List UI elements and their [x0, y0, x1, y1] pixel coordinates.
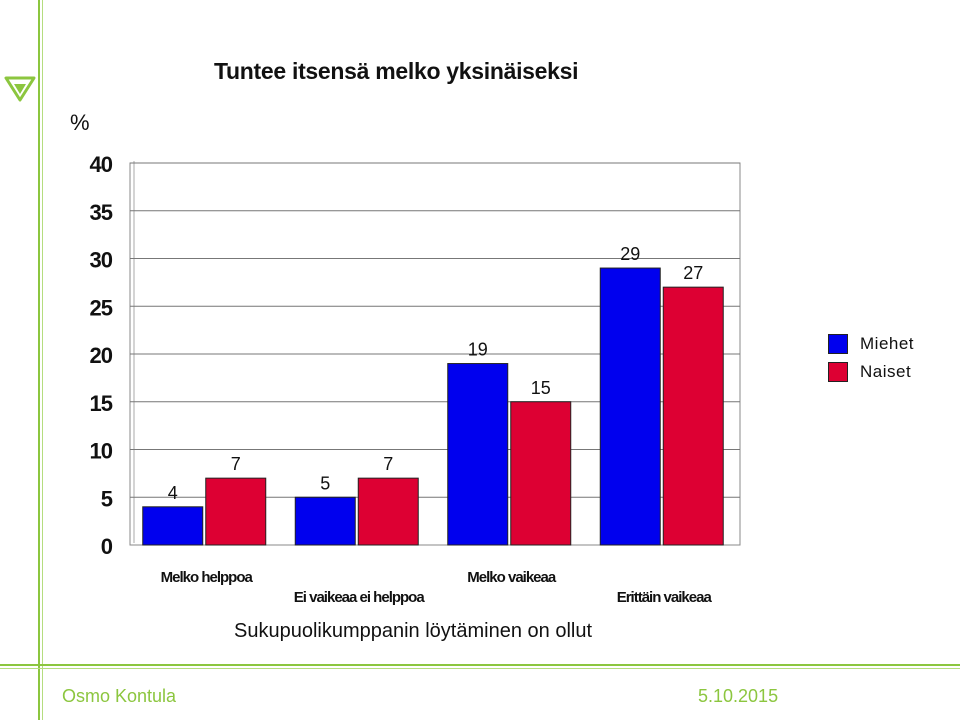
bar: [357, 477, 419, 546]
bar-value-label: 7: [231, 454, 241, 474]
y-tick-labels: 0 5 10 15 20 25 30 35 40: [90, 152, 114, 559]
bar-value-label: 29: [620, 244, 640, 264]
bar-value-label: 4: [168, 483, 178, 503]
y-tick-label: 20: [90, 343, 113, 368]
footer-date: 5.10.2015: [698, 686, 779, 706]
y-tick-label: 35: [90, 200, 113, 225]
footer-divider: [0, 664, 960, 666]
bar: [142, 506, 204, 546]
bar-value-label: 5: [320, 473, 330, 493]
x-tick-labels: Melko helppoa Ei vaikeaa ei helppoa Melko …: [161, 569, 714, 606]
value-labels: 4 7 5 7 19 15 29 27: [168, 244, 704, 503]
y-tick-label: 25: [90, 295, 113, 320]
bar: [294, 496, 356, 546]
bar: [205, 477, 267, 546]
legend-label: Naiset: [860, 362, 912, 381]
legend: Miehet Naiset: [828, 330, 914, 386]
footer-author: Osmo Kontula: [62, 686, 177, 706]
y-tick-label: 15: [90, 391, 113, 416]
bar: [447, 363, 509, 546]
bar-value-label: 19: [468, 340, 488, 360]
x-tick-label: Melko vaikeaa: [467, 569, 557, 586]
y-tick-label: 10: [90, 439, 113, 464]
chart-title: Tuntee itsensä melko yksinäiseksi: [214, 58, 579, 84]
bar: [599, 267, 661, 546]
footer-divider-thin: [0, 668, 960, 669]
bar: [510, 401, 572, 546]
legend-item-series-1: Miehet: [828, 330, 914, 358]
legend-swatch: [828, 362, 848, 382]
leaf-logo-icon: [4, 76, 36, 102]
y-tick-label: 5: [101, 486, 113, 511]
x-tick-label: Ei vaikeaa ei helppoa: [294, 589, 426, 606]
legend-item-series-2: Naiset: [828, 358, 914, 386]
legend-swatch: [828, 334, 848, 354]
side-rail: [0, 0, 44, 720]
bar-value-label: 27: [683, 263, 703, 283]
x-axis-label: Sukupuolikumppanin löytäminen on ollut: [234, 620, 593, 642]
bars: [142, 267, 724, 546]
bar-value-label: 7: [383, 454, 393, 474]
y-axis-unit: %: [70, 110, 90, 135]
y-tick-label: 30: [90, 248, 113, 273]
bar: [662, 286, 724, 546]
side-divider: [38, 0, 40, 720]
y-tick-label: 0: [101, 534, 113, 559]
legend-label: Miehet: [860, 334, 915, 353]
side-divider-thin: [42, 0, 43, 720]
x-tick-label: Erittäin vaikeaa: [617, 589, 713, 606]
y-tick-label: 40: [90, 152, 113, 177]
x-tick-label: Melko helppoa: [161, 569, 254, 586]
bar-value-label: 15: [531, 378, 551, 398]
